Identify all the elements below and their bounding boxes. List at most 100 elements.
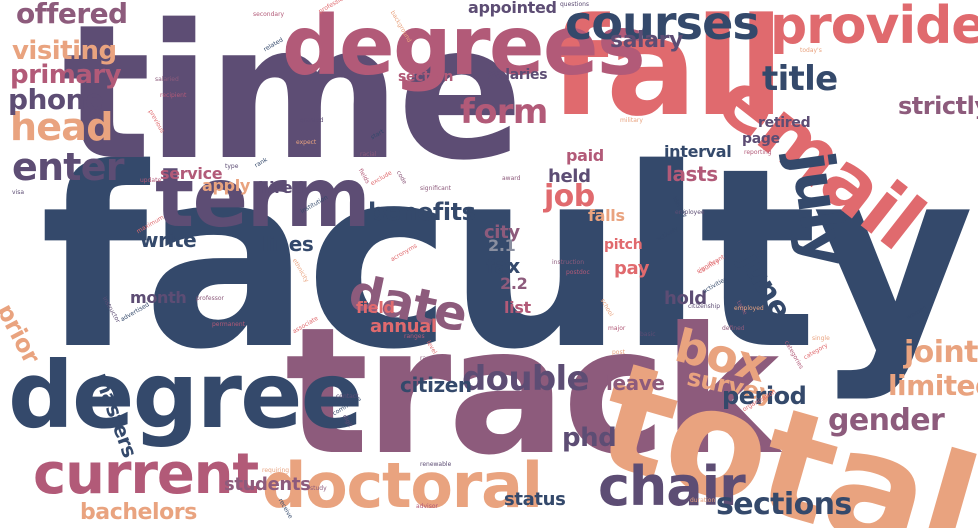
word-status: status	[504, 489, 566, 510]
word-form: form	[460, 92, 548, 132]
small-word: basic	[640, 331, 656, 338]
small-word: postdoc	[566, 269, 590, 276]
word-current: current	[33, 442, 259, 507]
word-appointed: appointed	[468, 0, 557, 17]
small-word: defined	[722, 325, 745, 332]
word-lines: lines	[262, 232, 314, 256]
small-word: study	[310, 485, 327, 492]
word-pitch: pitch	[604, 237, 643, 253]
word-field: field	[356, 298, 395, 317]
word-falls: falls	[588, 206, 625, 225]
small-word: single	[812, 335, 830, 342]
word-salaries: salaries	[488, 67, 548, 83]
small-word: award	[502, 175, 521, 182]
word-service: service	[160, 164, 223, 183]
word-enter: enter	[12, 145, 124, 189]
small-word: duration	[690, 497, 716, 504]
small-word: ranges	[404, 333, 425, 340]
small-word: professor	[196, 295, 225, 302]
word-prior: prior	[0, 299, 46, 368]
word-provide: provide	[770, 0, 978, 56]
small-word: military	[620, 117, 643, 124]
small-word: recipient	[160, 92, 187, 99]
word-2-1: 2.1	[488, 236, 516, 255]
small-word: racial	[360, 151, 377, 158]
word-sections: sections	[716, 487, 852, 522]
word-lasts: lasts	[666, 162, 718, 186]
word-2-2: 2.2	[500, 274, 528, 293]
word-period: period	[722, 382, 807, 410]
small-word: visa	[12, 189, 25, 196]
word-salary: salary	[610, 28, 683, 53]
word-held: held	[548, 166, 591, 187]
word-doctoral: doctoral	[262, 449, 543, 522]
small-word: instruction	[552, 259, 585, 266]
small-word: secondary	[253, 11, 285, 18]
small-word: renewable	[420, 461, 452, 468]
word-benefits: benefits	[368, 198, 476, 226]
small-word: reporting	[744, 149, 772, 156]
small-word: permanent	[212, 321, 246, 328]
word-pay: pay	[614, 258, 650, 279]
word-term: term	[155, 151, 371, 246]
small-word: range	[420, 355, 438, 362]
small-word: salaried	[155, 76, 179, 83]
word-write: write	[140, 228, 197, 252]
word-month: month	[130, 288, 187, 307]
small-word: granted	[300, 117, 324, 124]
small-word: major	[608, 325, 626, 332]
word-leave: leave	[606, 371, 665, 395]
small-word: expect	[296, 139, 317, 146]
word-phone: phone	[8, 83, 104, 116]
word-title: title	[762, 59, 838, 99]
word-page: page	[742, 131, 780, 147]
word-courses: courses	[565, 0, 760, 50]
small-word: employed	[734, 305, 764, 312]
small-word: citizenship	[688, 303, 721, 310]
word-citizen: citizen	[400, 373, 472, 397]
word-july: july	[777, 147, 861, 270]
small-word: employee	[675, 209, 705, 216]
word-visiting: visiting	[12, 36, 117, 66]
word-degrees: degrees	[282, 0, 646, 94]
small-word: update	[140, 177, 162, 184]
word-bachelors: bachelors	[80, 500, 197, 525]
word-track: track	[285, 291, 779, 494]
word-chair: chair	[598, 455, 746, 518]
word-joint: joint	[904, 335, 978, 370]
small-word: questions	[560, 1, 590, 8]
word-fall: fall	[550, 0, 784, 146]
word-annual: annual	[370, 316, 437, 337]
word-double: double	[462, 359, 590, 399]
word-offered: offered	[16, 0, 128, 30]
small-word: type	[225, 163, 239, 170]
word-degree: degree	[8, 342, 363, 449]
word-section: section	[398, 69, 454, 85]
word-hold: hold	[664, 288, 707, 309]
word-students: students	[224, 474, 311, 495]
word-gender: gender	[828, 403, 945, 438]
small-word: requiring	[262, 467, 290, 474]
small-word: today's	[800, 47, 822, 54]
word-list: list	[504, 298, 531, 317]
word-strictly: strictly	[898, 92, 978, 120]
word-job: job	[544, 179, 595, 214]
word-hired: hired	[258, 178, 304, 197]
small-word: significant	[420, 185, 451, 192]
word-head: head	[10, 105, 113, 149]
word-faculty: faculty	[40, 116, 974, 404]
word-time: time	[62, 0, 523, 201]
word-limited: limited	[888, 369, 978, 402]
word-retired: retired	[758, 115, 811, 131]
word-interval: interval	[664, 142, 732, 161]
small-word: contact	[336, 393, 359, 400]
word-phd: phd	[562, 423, 617, 453]
word-paid: paid	[566, 146, 604, 165]
small-word: advisor	[416, 503, 438, 510]
small-word: post	[612, 349, 625, 356]
word-primary: primary	[10, 60, 122, 90]
word-fax: fax	[486, 254, 520, 278]
word-apply: apply	[202, 176, 251, 195]
word-city: city	[484, 222, 520, 243]
